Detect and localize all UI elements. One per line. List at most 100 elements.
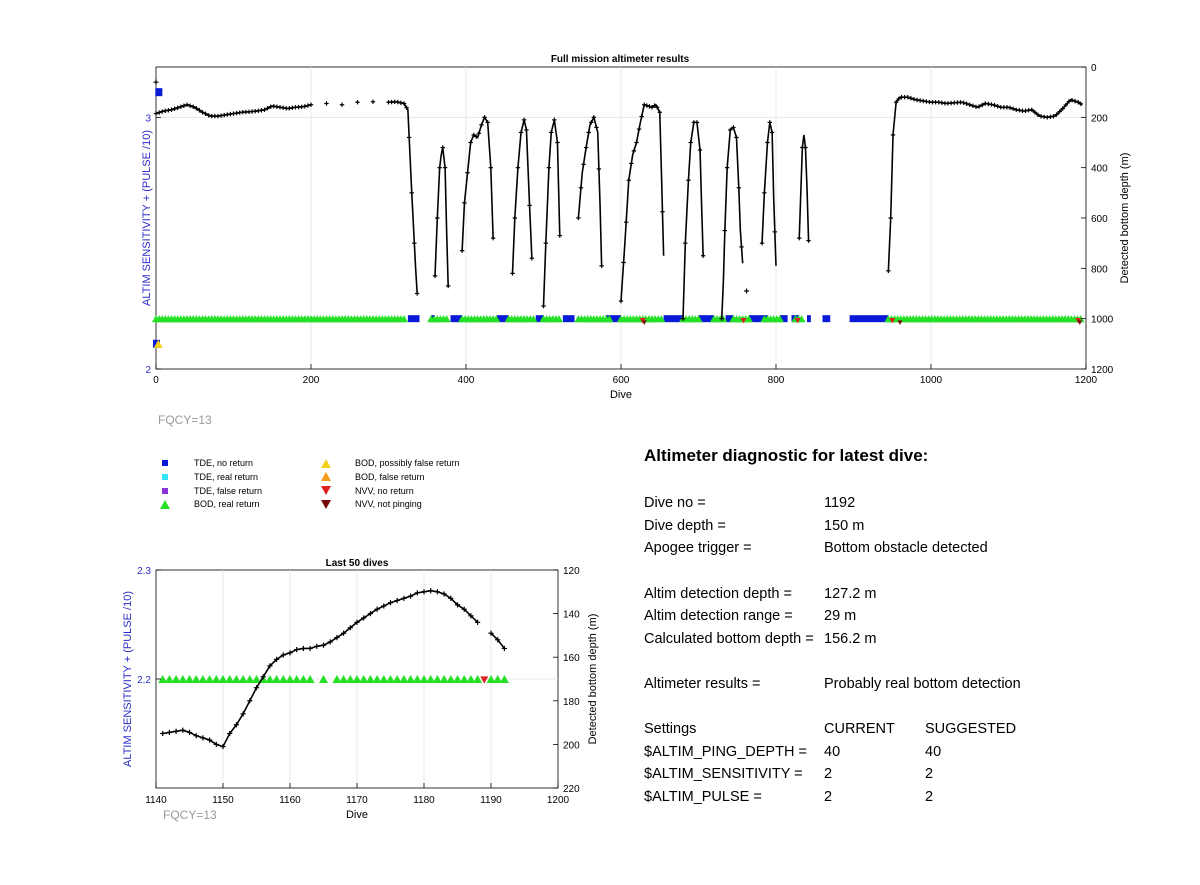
y-right-tick-label: 0	[1091, 63, 1097, 74]
bod-real-return-mark	[198, 674, 208, 684]
dive-depth-value: 150 m	[824, 517, 865, 534]
bottom-depth-point	[172, 106, 177, 111]
bottom-depth-point	[680, 316, 686, 321]
bottom-depth-point	[515, 165, 521, 170]
pulse-label: $ALTIM_PULSE =	[644, 789, 762, 806]
legend-label: BOD, real return	[194, 499, 260, 510]
bottom-depth-point	[1066, 99, 1072, 104]
y-right-tick-label: 180	[563, 697, 580, 708]
x-tick-label: 1160	[279, 795, 301, 806]
bottom-depth-point	[153, 111, 159, 116]
bottom-depth-point	[549, 130, 554, 135]
last-50-dives-chart: Last 50 dives 1140 1150 1160 1170 1180 1190 12…	[122, 558, 599, 821]
bottom-depth-point	[762, 190, 767, 196]
bod-real-return-mark	[466, 674, 476, 684]
bottom-depth-point	[976, 104, 982, 109]
bottom-depth-point	[441, 591, 447, 597]
bottom-depth-point	[442, 165, 448, 170]
bottom-depth-point	[468, 140, 473, 145]
bottom-depth-point	[294, 646, 300, 653]
bod-real-return-mark	[419, 674, 429, 684]
bottom-depth-point	[327, 639, 333, 645]
triangle-down-icon	[321, 499, 331, 509]
bod-real-return-mark	[439, 674, 449, 684]
altim-depth-label: Altim detection depth =	[644, 585, 792, 602]
bottom-depth-point	[970, 103, 976, 108]
bottom-depth-point	[557, 233, 562, 238]
bottom-depth-point	[694, 120, 700, 125]
bod-real-return-mark	[305, 674, 315, 684]
bottom-depth-point	[686, 178, 691, 183]
y-right-tick-label: 140	[563, 610, 580, 621]
bottom-depth-point	[401, 101, 407, 106]
bottom-depth-point	[485, 120, 490, 125]
bottom-depth-point	[361, 615, 367, 621]
legend-label: TDE, false return	[194, 485, 263, 496]
bottom-depth-point	[406, 135, 412, 140]
y-left-axis-label: ALTIM SENSITIVITY + (PULSE /10)	[122, 591, 134, 767]
tde-no-return-mark	[450, 315, 463, 323]
calc-bottom-label: Calculated bottom depth =	[644, 630, 814, 647]
bottom-depth-point	[722, 228, 728, 233]
x-axis-label: Dive	[610, 389, 632, 401]
bottom-depth-point	[642, 102, 647, 107]
bottom-depth-point	[724, 165, 730, 170]
bottom-depth-point	[445, 283, 451, 289]
bottom-depth-point	[1063, 102, 1069, 108]
ping-depth-suggested: 40	[925, 743, 942, 760]
legend-label: BOD, possibly false return	[355, 458, 460, 468]
bottom-depth-point	[621, 260, 626, 265]
bottom-depth-point	[206, 113, 211, 118]
bottom-depth-point	[253, 685, 260, 691]
bod-real-return-mark	[252, 674, 261, 684]
bottom-depth-point	[166, 729, 172, 736]
legend-item: TDE, real return	[160, 472, 258, 482]
bottom-depth-point	[287, 650, 293, 656]
altim-depth-row: Altim detection depth = 127.2 m	[644, 582, 1184, 605]
legend-item: NVV, no return	[321, 486, 414, 496]
bottom-depth-point	[555, 140, 560, 145]
sensitivity-row: $ALTIM_SENSITIVITY = 2 2	[644, 763, 1184, 786]
apogee-row: Apogee trigger = Bottom obstacle detecte…	[644, 537, 1184, 560]
bottom-depth-point	[387, 600, 394, 606]
bottom-depth-point	[490, 235, 496, 241]
y-right-tick-label: 200	[563, 740, 580, 751]
bod-real-return-mark	[446, 674, 456, 684]
bod-real-return-mark	[158, 674, 168, 684]
bottom-depth-point	[596, 166, 602, 172]
bottom-depth-point	[194, 106, 199, 111]
bottom-depth-point	[634, 140, 639, 145]
legend: TDE, no return TDE, real return TDE, false…	[160, 458, 500, 518]
bottom-depth-point	[518, 130, 524, 135]
square-marker-icon	[160, 472, 170, 482]
bottom-depth-point	[1060, 106, 1065, 111]
bottom-depth-point	[381, 603, 387, 609]
bottom-depth-point	[552, 117, 557, 123]
bottom-depth-point	[1007, 105, 1013, 110]
y-right-axis-label: Detected bottom depth (m)	[587, 614, 599, 745]
bottom-depth-point	[769, 130, 775, 135]
bod-real-return-mark	[406, 674, 416, 684]
bottom-depth-point	[529, 256, 535, 261]
bottom-depth-point	[583, 145, 589, 150]
bottom-depth-point	[193, 733, 199, 739]
bod-real-return-mark	[453, 674, 462, 684]
bottom-depth-point	[1054, 112, 1059, 117]
bottom-depth-point	[233, 722, 239, 728]
calc-bottom-row: Calculated bottom depth = 156.2 m	[644, 628, 1184, 651]
bottom-depth-point	[765, 140, 770, 145]
bottom-depth-point	[992, 103, 997, 108]
bod-real-return-mark	[694, 315, 703, 323]
bottom-depth-trace	[434, 147, 449, 286]
bod-real-return-mark	[442, 315, 451, 323]
bottom-depth-point	[599, 263, 604, 269]
triangle-up-icon	[160, 499, 170, 509]
data-marks	[152, 79, 1085, 348]
bottom-depth-point	[591, 115, 597, 120]
y-right-tick-label: 160	[563, 653, 580, 664]
bottom-depth-point	[187, 103, 193, 108]
triangle-down-icon	[321, 486, 331, 496]
calc-bottom-value: 156.2 m	[824, 630, 877, 647]
bod-real-return-mark	[493, 674, 503, 684]
bottom-depth-point	[240, 711, 246, 717]
